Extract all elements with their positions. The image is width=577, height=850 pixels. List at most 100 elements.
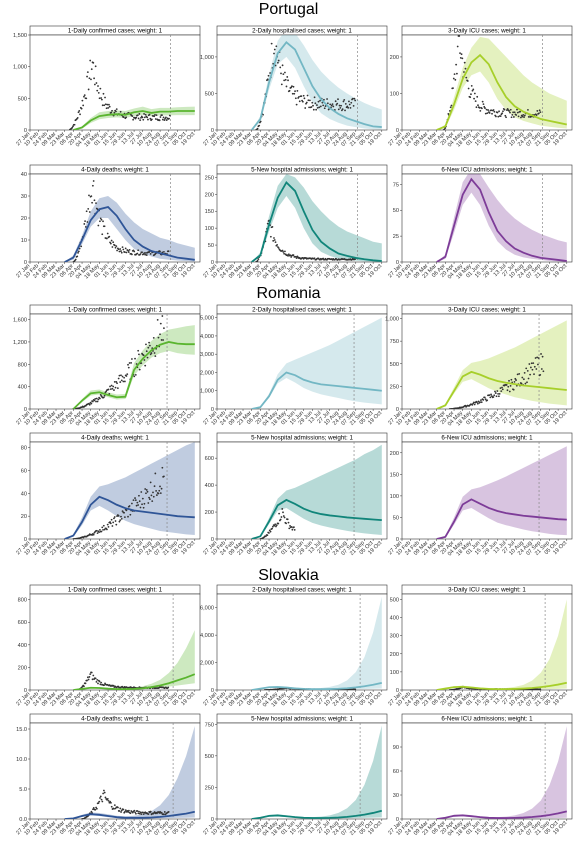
y-tick-label: 2,000: [200, 370, 214, 376]
observed-point: [113, 804, 116, 807]
observed-point: [163, 813, 165, 816]
uncertainty-band: [436, 36, 567, 130]
observed-point: [128, 248, 131, 251]
observed-point: [81, 99, 84, 102]
observed-point: [93, 199, 96, 202]
y-tick-label: 10: [21, 238, 27, 244]
observed-point: [316, 104, 318, 106]
observed-point: [516, 373, 519, 376]
observed-point: [142, 118, 145, 121]
observed-point: [295, 103, 298, 106]
y-tick-label: 5,000: [200, 316, 214, 322]
observed-point: [350, 101, 353, 104]
observed-point: [264, 535, 267, 538]
observed-point: [284, 250, 286, 253]
observed-point: [77, 250, 80, 253]
observed-point: [118, 520, 121, 523]
observed-point: [93, 83, 96, 86]
plot-area: [401, 173, 573, 263]
plot-content: [64, 723, 195, 819]
observed-point: [294, 97, 297, 100]
observed-point: [492, 109, 495, 111]
observed-point: [477, 400, 480, 403]
observed-point: [120, 250, 122, 252]
observed-point: [107, 388, 110, 391]
observed-point: [284, 71, 286, 74]
chart-panel: 3-Daily ICU cases; weight: 1 0 250 500 750 1,…: [385, 304, 573, 427]
observed-point: [274, 523, 277, 526]
observed-point: [167, 250, 170, 253]
observed-point: [275, 45, 278, 48]
observed-point: [296, 89, 299, 92]
fitted-line: [251, 498, 382, 539]
observed-point: [539, 374, 542, 376]
observed-point: [111, 246, 114, 248]
observed-point: [283, 252, 286, 255]
y-tick-label: 60: [21, 469, 27, 475]
plot-content: [64, 174, 195, 262]
observed-point: [159, 116, 162, 118]
observed-point: [270, 42, 273, 45]
observed-point: [508, 379, 510, 382]
observed-point: [456, 45, 459, 48]
observed-point: [97, 802, 100, 804]
observed-point: [106, 798, 109, 800]
observed-point: [122, 248, 125, 251]
plot-area: [29, 441, 201, 540]
observed-point: [100, 530, 103, 533]
observed-point: [102, 396, 105, 399]
observed-point: [88, 211, 91, 213]
observed-point: [311, 101, 314, 104]
y-tick-label: 250: [390, 384, 399, 390]
observed-point: [273, 239, 276, 241]
observed-point: [294, 90, 296, 93]
observed-point: [521, 376, 524, 379]
observed-point: [538, 109, 541, 112]
observed-point: [480, 401, 483, 404]
observed-point: [95, 529, 98, 532]
observed-point: [99, 795, 102, 798]
plot-area: [29, 313, 201, 410]
observed-point: [291, 528, 294, 531]
observed-point: [139, 253, 142, 255]
plot-content: [251, 594, 382, 690]
observed-point: [308, 99, 311, 102]
observed-point: [495, 395, 498, 398]
plot-area: [401, 34, 573, 131]
observed-point: [91, 201, 94, 204]
observed-point: [95, 680, 98, 683]
observed-point: [146, 116, 149, 119]
observed-point: [288, 89, 291, 92]
observed-point: [502, 110, 504, 113]
observed-point: [163, 327, 165, 330]
observed-point: [155, 490, 158, 492]
observed-point: [100, 97, 103, 99]
y-tick-label: 0: [396, 688, 399, 694]
observed-point: [123, 380, 126, 383]
observed-point: [131, 502, 133, 505]
observed-point: [158, 119, 161, 122]
observed-point: [488, 394, 491, 396]
observed-point: [480, 399, 482, 402]
observed-point: [100, 681, 103, 684]
observed-point: [90, 68, 93, 71]
y-tick-label: 0: [24, 407, 27, 413]
observed-point: [469, 96, 472, 99]
observed-point: [339, 107, 342, 109]
observed-point: [505, 116, 507, 119]
panel-title: 2-Daily hospitalised cases; weight: 1: [252, 28, 352, 35]
observed-point: [496, 111, 499, 114]
observed-point: [152, 495, 155, 498]
observed-point: [475, 106, 478, 109]
y-tick-label: 200: [390, 652, 399, 658]
observed-point: [269, 72, 271, 74]
uncertainty-band: [64, 726, 195, 819]
chart-panel: 3-Daily ICU cases; weight: 1 0 100 200 300 40…: [387, 584, 573, 708]
observed-point: [161, 114, 163, 117]
fitted-line: [73, 110, 195, 130]
observed-point: [87, 678, 90, 681]
observed-point: [329, 103, 332, 106]
observed-point: [285, 85, 288, 88]
observed-point: [117, 514, 120, 517]
observed-point: [271, 525, 274, 528]
